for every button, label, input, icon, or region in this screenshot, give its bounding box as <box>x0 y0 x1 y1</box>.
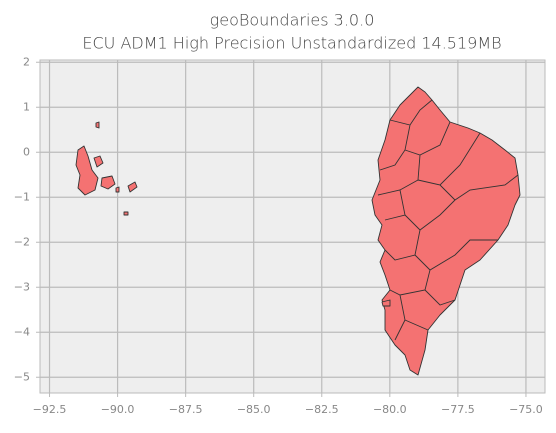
x-tick-label: −77.5 <box>441 403 475 416</box>
x-tick-label: −85.0 <box>237 403 271 416</box>
boundaries <box>75 86 521 376</box>
island <box>115 186 120 193</box>
ticks: −92.5 −90.0 −87.5 −85.0 −82.5 −80.0 −77.5 −75.0… <box>14 55 543 416</box>
island <box>127 181 138 193</box>
island <box>95 121 100 129</box>
y-tick-label: −5 <box>14 370 30 383</box>
x-tick-label: −75.0 <box>509 403 543 416</box>
chart-subtitle: ECU ADM1 High Precision Unstandardized 1… <box>82 34 501 53</box>
island <box>381 299 391 307</box>
x-tick-label: −92.5 <box>33 403 67 416</box>
mainland <box>371 86 521 376</box>
x-tick-label: −90.0 <box>101 403 135 416</box>
y-tick-label: 2 <box>23 55 30 68</box>
province-lines <box>377 99 519 341</box>
y-tick-label: 0 <box>23 145 30 158</box>
x-tick-label: −82.5 <box>305 403 339 416</box>
y-tick-label: −1 <box>14 190 30 203</box>
island <box>93 155 104 168</box>
y-tick-label: −2 <box>14 235 30 248</box>
island <box>100 175 116 190</box>
y-tick-label: 1 <box>23 100 30 113</box>
chart-title: geoBoundaries 3.0.0 <box>210 11 375 30</box>
y-tick-label: −3 <box>14 280 30 293</box>
y-tick-label: −4 <box>14 325 30 338</box>
x-tick-label: −87.5 <box>169 403 203 416</box>
x-tick-label: −80.0 <box>373 403 407 416</box>
island <box>123 211 129 216</box>
island <box>75 145 99 196</box>
